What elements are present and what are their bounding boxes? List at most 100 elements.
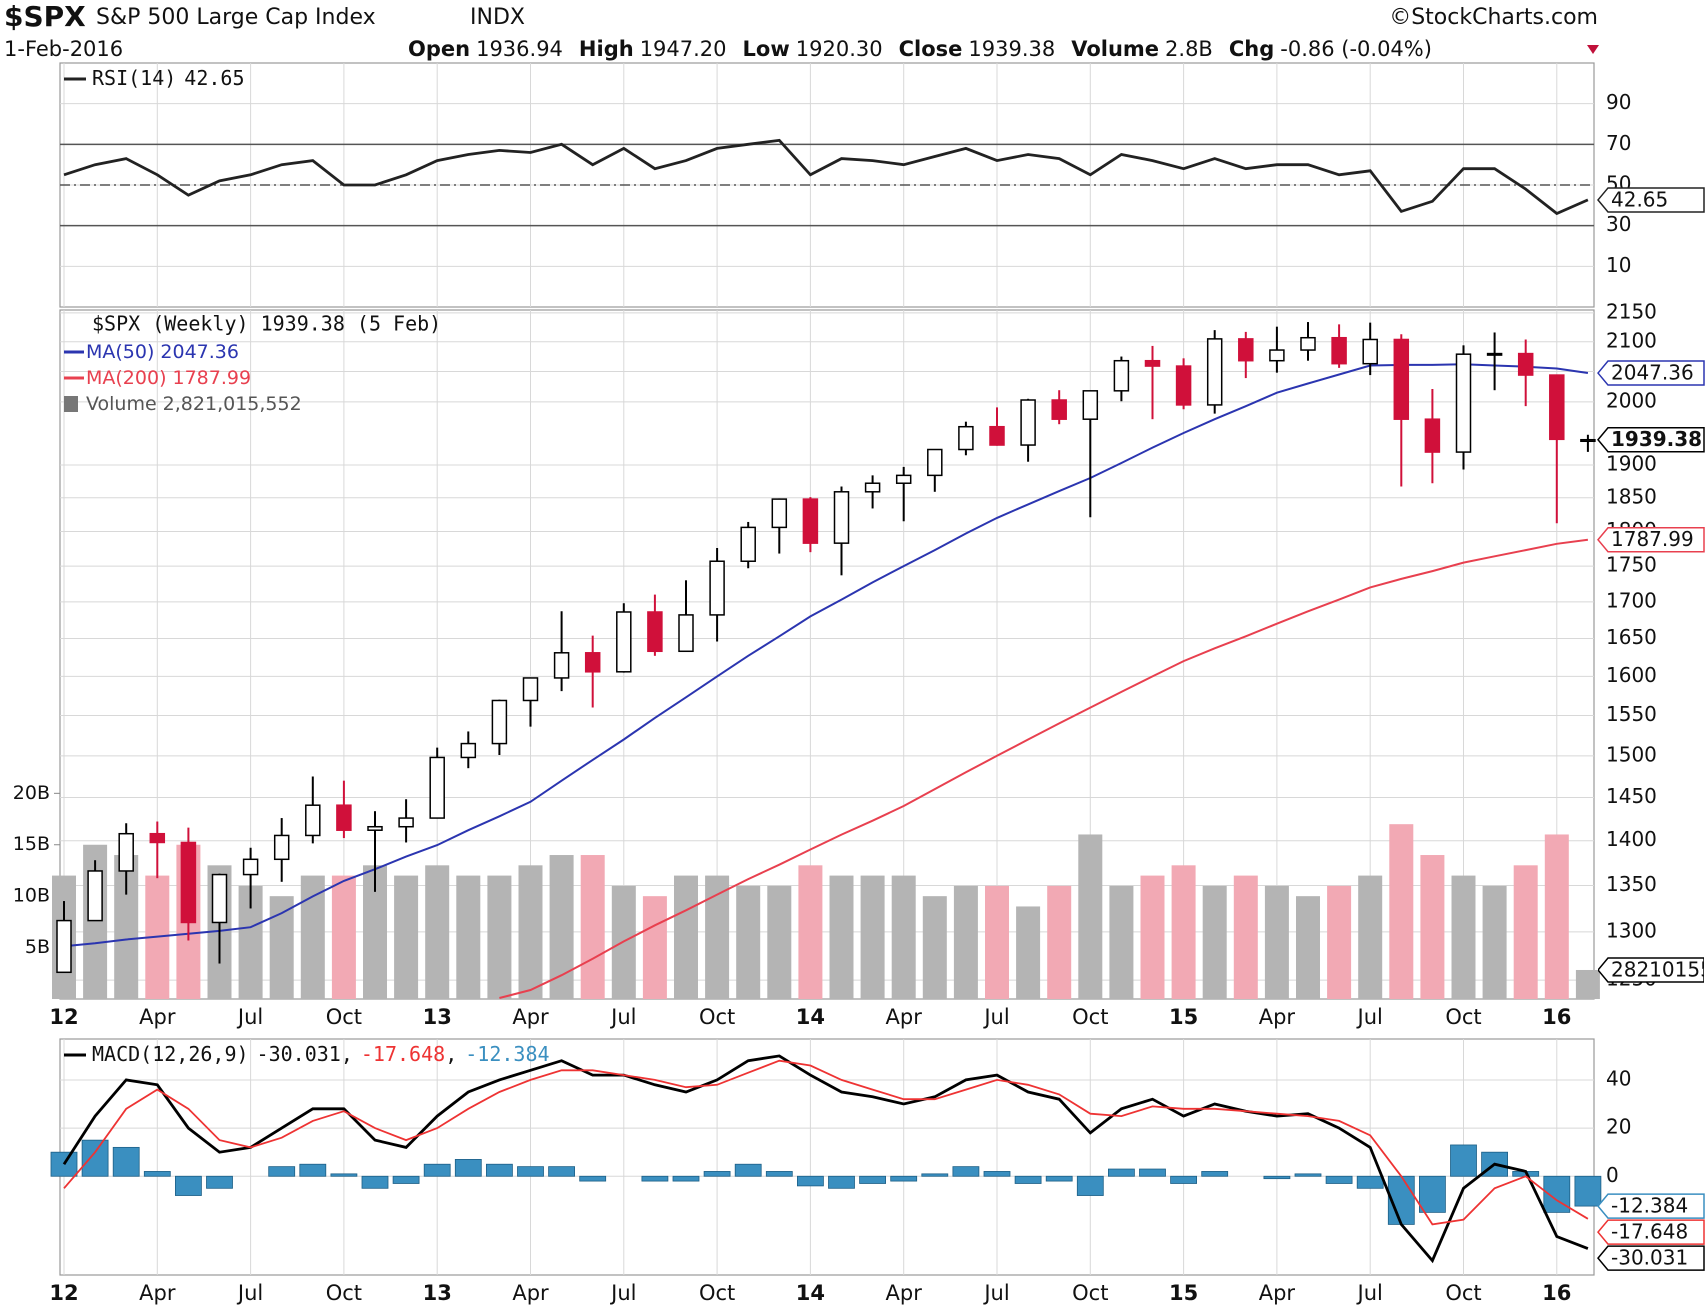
histogram-bar xyxy=(454,1159,482,1177)
volume-bar xyxy=(860,875,885,999)
value-tag: 2047.36 xyxy=(1597,360,1705,386)
candle-body xyxy=(927,448,943,477)
y-tick-label: 2100 xyxy=(1606,328,1657,352)
indicator-legend: RSI(14) 42.65 xyxy=(92,66,245,90)
histogram-bar xyxy=(392,1175,420,1184)
volume-bar xyxy=(518,865,543,999)
value-tag-text: 1787.99 xyxy=(1611,527,1694,551)
candle-body xyxy=(398,817,414,828)
histogram-bar xyxy=(921,1173,949,1177)
histogram-bar xyxy=(299,1163,327,1177)
x-tick-label: Jul xyxy=(1356,1281,1383,1305)
volume-bar xyxy=(985,885,1009,999)
x-tick-label: Oct xyxy=(1072,1005,1108,1029)
indicator-legend: MACD(12,26,9) -30.031, -17.648, -12.384 xyxy=(92,1042,550,1066)
x-tick-label: Apr xyxy=(512,1281,549,1305)
candle-body xyxy=(460,742,477,759)
volume-bar xyxy=(891,875,916,999)
x-tick-label: Apr xyxy=(886,1005,923,1029)
legend-name: MA(200) xyxy=(86,367,166,389)
legend-volume-icon xyxy=(64,396,78,412)
histogram-bar xyxy=(548,1166,575,1177)
candle-body xyxy=(1549,374,1565,441)
volume-tick-label: 20B xyxy=(13,782,50,804)
candle-body xyxy=(1051,399,1067,420)
y-tick-label: 1500 xyxy=(1606,742,1657,766)
field-value: -0.86 (-0.04%) xyxy=(1280,37,1432,61)
histogram-bar xyxy=(1325,1175,1353,1184)
candle-body xyxy=(149,832,166,844)
candle-body xyxy=(429,756,445,819)
volume-bar xyxy=(300,875,325,999)
volume-bar xyxy=(922,896,947,999)
volume-bar xyxy=(549,855,574,999)
candle-body xyxy=(522,677,539,702)
indicator-line xyxy=(63,138,1589,216)
histogram-bar xyxy=(206,1175,233,1189)
volume-tick-label: 10B xyxy=(13,885,50,907)
candle-body xyxy=(1331,336,1347,365)
y-tick-label: 2000 xyxy=(1606,388,1657,412)
candle-body xyxy=(1300,336,1316,351)
x-tick-label: Oct xyxy=(326,1005,362,1029)
candle-body xyxy=(491,699,508,745)
field-value: 2.8B xyxy=(1165,37,1213,61)
x-tick-label: 16 xyxy=(1542,1005,1571,1029)
legend-name: MA(50) xyxy=(86,341,154,363)
histogram-bar xyxy=(1170,1175,1197,1184)
candle-body xyxy=(1517,352,1534,376)
x-tick-label: Jul xyxy=(982,1281,1009,1305)
volume-bar xyxy=(1171,865,1196,999)
candle-body xyxy=(864,482,881,493)
candle-body xyxy=(989,425,1005,446)
histogram-bar xyxy=(1294,1173,1322,1177)
field-value: 1947.20 xyxy=(640,37,727,61)
x-tick-label: Jul xyxy=(609,1005,636,1029)
volume-bar xyxy=(1016,906,1041,999)
x-tick-label: Oct xyxy=(1445,1281,1481,1305)
histogram-bar xyxy=(268,1166,296,1177)
legend-name: MACD(12,26,9) xyxy=(92,1042,249,1066)
histogram-bar xyxy=(174,1175,202,1196)
volume-bar xyxy=(1296,896,1320,999)
y-tick-label: 1350 xyxy=(1606,872,1657,896)
volume-bar xyxy=(1047,885,1072,999)
date: 1-Feb-2016 xyxy=(4,37,123,61)
x-tick-label: 12 xyxy=(49,1281,78,1305)
legend-sep: , xyxy=(445,1042,457,1066)
value-tag-box xyxy=(1597,426,1705,453)
y-tick-label: 1850 xyxy=(1606,484,1657,508)
histogram-bar xyxy=(983,1171,1011,1177)
histogram-bar xyxy=(765,1171,793,1177)
x-tick-label: Apr xyxy=(139,1005,176,1029)
y-tick-label: 1700 xyxy=(1606,588,1657,612)
candle-body xyxy=(616,611,632,673)
candle-body xyxy=(180,841,197,924)
volume-bar xyxy=(1233,875,1258,999)
value-tag-box xyxy=(1597,360,1705,386)
volume-bar xyxy=(1451,875,1476,999)
legend-name: Volume xyxy=(86,393,157,415)
value-tag: -17.648 xyxy=(1597,1219,1705,1245)
x-tick-label: Oct xyxy=(699,1005,735,1029)
histogram-bar xyxy=(890,1175,918,1182)
candle-body xyxy=(242,858,259,876)
volume-bar xyxy=(1420,855,1445,999)
x-tick-label: Apr xyxy=(1259,1281,1296,1305)
value-tag-box xyxy=(1597,1245,1705,1271)
legend-value: -30.031 xyxy=(257,1042,341,1066)
histogram-bar xyxy=(1450,1144,1477,1177)
value-tag: -30.031 xyxy=(1597,1245,1705,1271)
x-tick-label: 13 xyxy=(423,1281,452,1305)
volume-tick-label: 15B xyxy=(13,833,50,855)
volume-bar xyxy=(798,865,823,999)
x-tick-label: 15 xyxy=(1169,1005,1198,1029)
volume-bar xyxy=(580,855,605,999)
x-tick-label: Oct xyxy=(1072,1281,1108,1305)
value-tag: 42.65 xyxy=(1597,187,1705,213)
candle-body xyxy=(771,498,788,529)
value-tag-text: 42.65 xyxy=(1611,187,1668,211)
price-legend-title: $SPX (Weekly) 1939.38 (5 Feb) xyxy=(92,312,441,336)
candle-body xyxy=(1144,359,1161,367)
histogram-bar xyxy=(50,1151,78,1177)
